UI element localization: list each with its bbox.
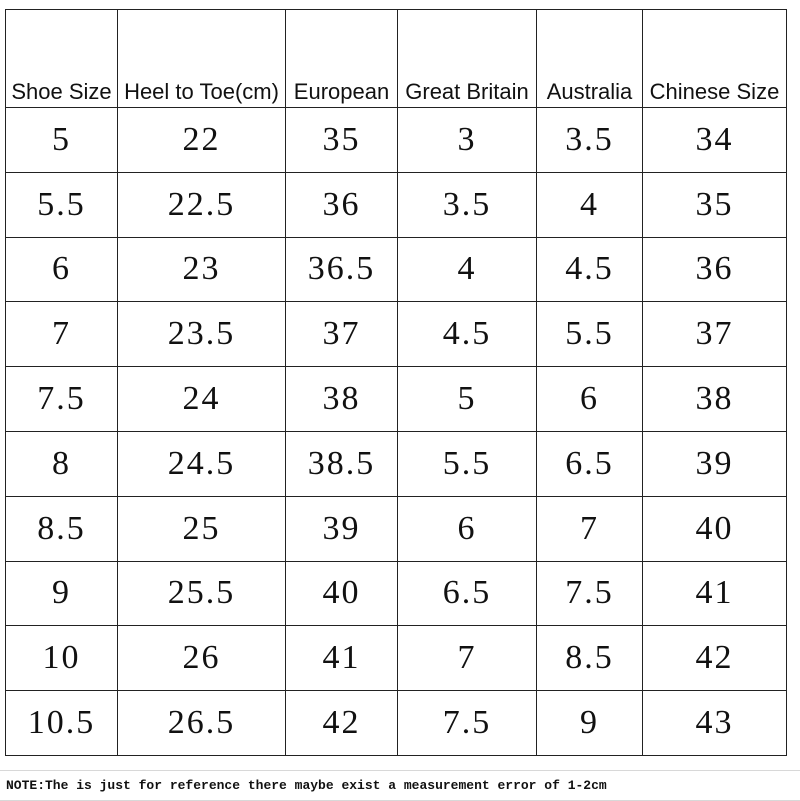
table-cell: 7: [537, 496, 643, 562]
table-cell: 9: [6, 561, 118, 627]
table-cell: 10: [6, 626, 118, 692]
header-cell: Heel to Toe(cm): [118, 10, 286, 108]
table-cell: 6: [537, 367, 643, 432]
table-cell: 39: [286, 496, 398, 562]
table-cell: 5.5: [398, 432, 537, 497]
table-cell: 4: [398, 237, 537, 303]
table-cell: 3.5: [537, 108, 643, 173]
table-cell: 7.5: [537, 561, 643, 627]
table-cell: 23.5: [118, 302, 286, 368]
table-cell: 4: [537, 172, 643, 238]
table-cell: 6: [6, 237, 118, 303]
table-cell: 8: [6, 432, 118, 497]
table-cell: 7: [6, 302, 118, 368]
note: NOTE:The is just for reference there may…: [6, 778, 607, 793]
sheet-line: [0, 770, 800, 771]
table-cell: 25.5: [118, 561, 286, 627]
table-cell: 40: [286, 561, 398, 627]
header-cell: Shoe Size: [6, 10, 118, 108]
table-cell: 41: [643, 561, 787, 627]
table-cell: 5.5: [6, 172, 118, 238]
table-cell: 5: [398, 367, 537, 432]
table-cell: 39: [643, 432, 787, 497]
table-cell: 24: [118, 367, 286, 432]
table-cell: 24.5: [118, 432, 286, 497]
table-cell: 8.5: [537, 626, 643, 692]
table-cell: 26: [118, 626, 286, 692]
table-cell: 34: [643, 108, 787, 173]
table-cell: 7.5: [6, 367, 118, 432]
table-cell: 38: [643, 367, 787, 432]
table-cell: 5.5: [537, 302, 643, 368]
table-cell: 35: [286, 108, 398, 173]
table-cell: 7.5: [398, 691, 537, 756]
header-cell: Australia: [537, 10, 643, 108]
table-cell: 40: [643, 496, 787, 562]
table-cell: 26.5: [118, 691, 286, 756]
table-cell: 4.5: [537, 237, 643, 303]
table-cell: 42: [286, 691, 398, 756]
table-cell: 37: [643, 302, 787, 368]
table-cell: 22.5: [118, 172, 286, 238]
table-cell: 7: [398, 626, 537, 692]
table-frame: [4, 8, 787, 756]
table-cell: 36: [286, 172, 398, 238]
table-cell: 3: [398, 108, 537, 173]
table-cell: 8.5: [6, 496, 118, 562]
table-cell: 22: [118, 108, 286, 173]
table-cell: 10.5: [6, 691, 118, 756]
table-cell: 6.5: [537, 432, 643, 497]
table-cell: 37: [286, 302, 398, 368]
table-cell: 9: [537, 691, 643, 756]
table-cell: 25: [118, 496, 286, 562]
table-cell: 6: [398, 496, 537, 562]
table-cell: 41: [286, 626, 398, 692]
table-cell: 38.5: [286, 432, 398, 497]
table-cell: 23: [118, 237, 286, 303]
header-cell: European: [286, 10, 398, 108]
header-cell: Great Britain: [398, 10, 537, 108]
table-cell: 35: [643, 172, 787, 238]
table-cell: 38: [286, 367, 398, 432]
table-cell: 5: [6, 108, 118, 173]
table-cell: 43: [643, 691, 787, 756]
header-cell: Chinese Size: [643, 10, 787, 108]
table-cell: 3.5: [398, 172, 537, 238]
table-cell: 42: [643, 626, 787, 692]
table-cell: 36.5: [286, 237, 398, 303]
table-cell: 4.5: [398, 302, 537, 368]
table-cell: 6.5: [398, 561, 537, 627]
table-cell: 36: [643, 237, 787, 303]
